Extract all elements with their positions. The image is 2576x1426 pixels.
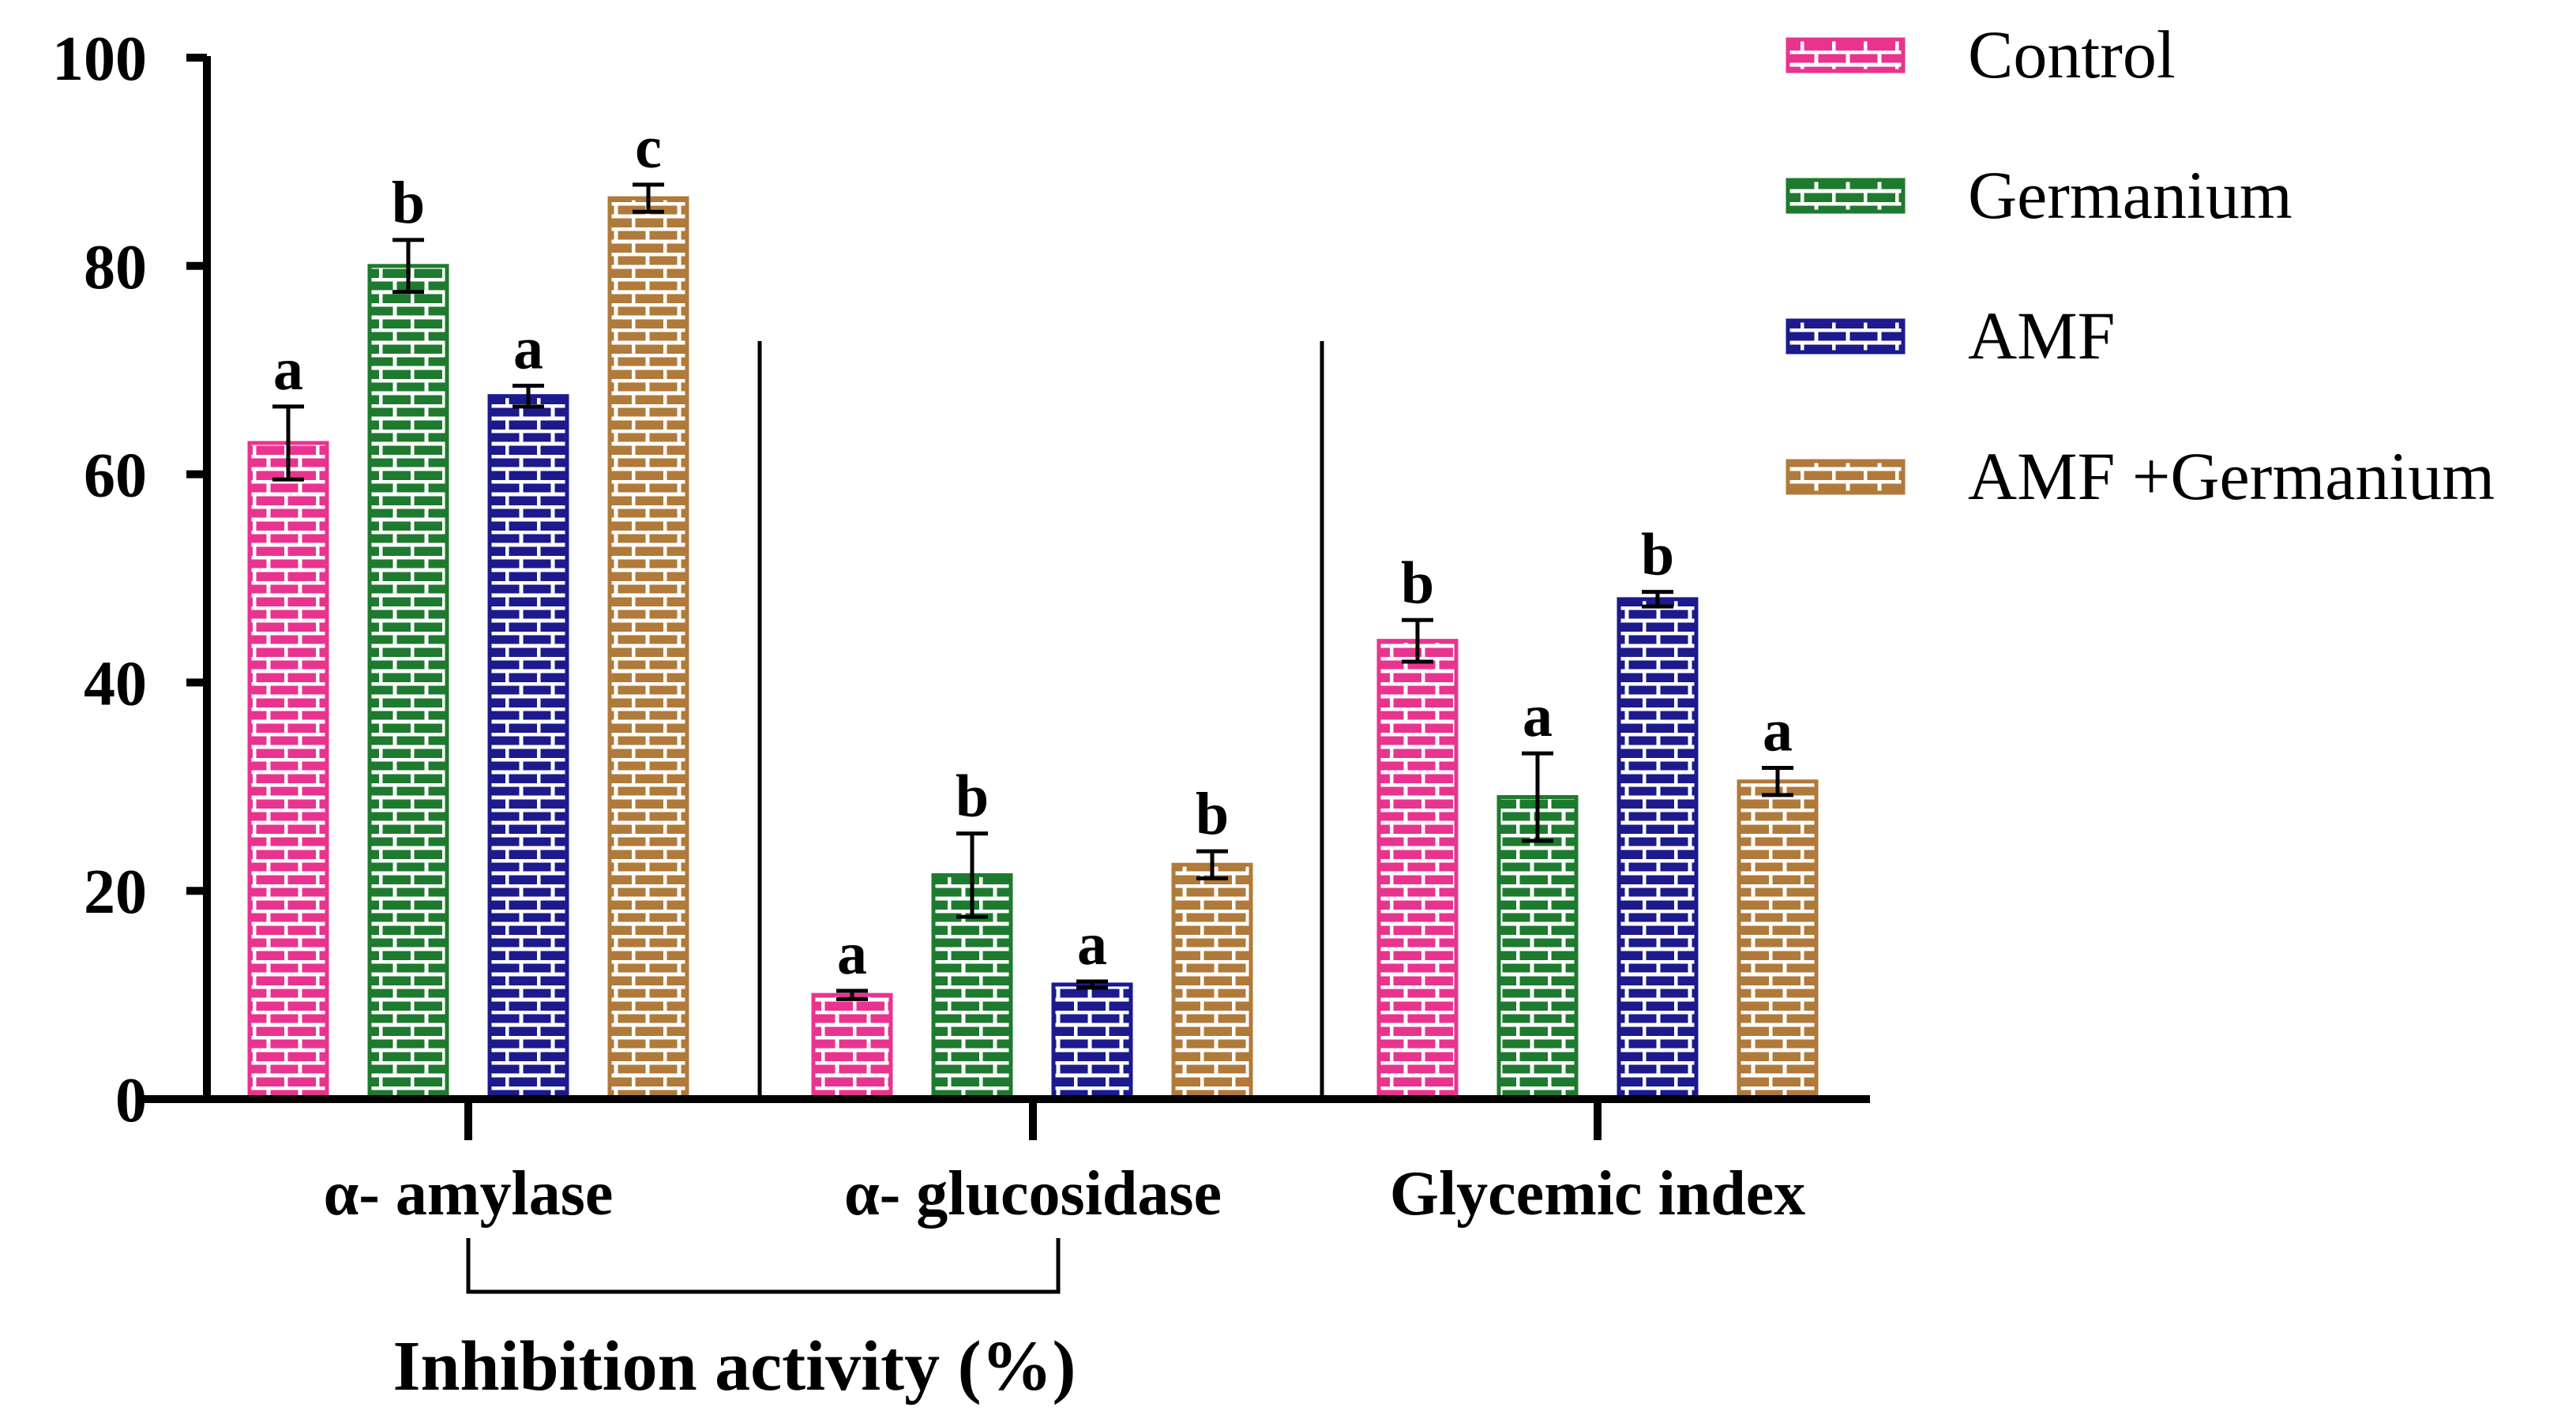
- x-category-label: α- amylase: [324, 1159, 614, 1229]
- significance-letter: b: [1401, 550, 1434, 616]
- y-tick-label: 80: [84, 233, 147, 302]
- legend-swatch: [1786, 178, 1906, 214]
- error-bar: [513, 383, 544, 409]
- significance-letter: a: [1077, 911, 1107, 978]
- significance-letter: a: [1523, 683, 1553, 749]
- legend-swatch: [1786, 318, 1906, 355]
- legend-swatch: [1786, 459, 1906, 495]
- bar-amf-germanium-0: [607, 196, 689, 1101]
- y-tick-label: 0: [115, 1066, 147, 1135]
- significance-letter: b: [392, 170, 425, 236]
- x-category-label: Glycemic index: [1390, 1159, 1806, 1229]
- x-axis-title: Inhibition activity (%): [392, 1327, 1076, 1405]
- y-tick-label: 20: [84, 857, 147, 927]
- significance-letter: b: [1196, 781, 1229, 847]
- significance-letter: c: [635, 114, 662, 181]
- bar-control-0: [247, 441, 329, 1101]
- error-bar: [272, 404, 304, 482]
- error-bar: [1642, 590, 1673, 609]
- significance-letter: a: [1763, 698, 1793, 764]
- y-tick-label: 100: [52, 24, 147, 94]
- error-bar: [1402, 617, 1433, 664]
- error-bar: [1196, 849, 1228, 880]
- error-bar: [1762, 766, 1793, 797]
- bar-amf-germanium-2: [1737, 779, 1819, 1101]
- legend-label: Control: [1968, 17, 2176, 92]
- bar-control-1: [811, 993, 893, 1101]
- bar-amf-germanium-1: [1171, 862, 1253, 1101]
- bar-germanium-2: [1496, 794, 1579, 1101]
- legend-swatch: [1786, 37, 1906, 73]
- significance-letter: a: [273, 336, 303, 403]
- bar-control-2: [1376, 639, 1459, 1101]
- plot-area: a b a c a b a b b a b a 0 20 40 60 80 100 α- amylase α- glu…: [52, 24, 1870, 1405]
- error-bar: [1076, 979, 1108, 990]
- significance-letter: a: [837, 921, 867, 987]
- legend: Control Germanium AMF AMF +Germanium: [1786, 17, 2495, 514]
- significance-letter: b: [956, 764, 989, 830]
- error-bar: [836, 989, 868, 1001]
- group-bracket: [466, 1238, 1061, 1294]
- significance-letter: b: [1641, 522, 1674, 588]
- bar-germanium-0: [367, 264, 449, 1101]
- legend-label: AMF: [1968, 298, 2115, 373]
- y-tick-label: 60: [84, 441, 147, 511]
- bar-amf-1: [1051, 982, 1133, 1101]
- significance-letter: a: [513, 315, 543, 381]
- error-bar: [1522, 751, 1553, 843]
- y-tick-label: 40: [84, 649, 147, 719]
- error-bar: [633, 182, 664, 214]
- bar-amf-2: [1617, 597, 1699, 1101]
- legend-label: Germanium: [1968, 157, 2292, 233]
- legend-label: AMF +Germanium: [1968, 438, 2495, 514]
- x-category-label: α- glucosidase: [844, 1159, 1222, 1229]
- error-bar: [956, 831, 988, 919]
- bar-amf-0: [487, 394, 569, 1101]
- error-bar: [392, 238, 424, 295]
